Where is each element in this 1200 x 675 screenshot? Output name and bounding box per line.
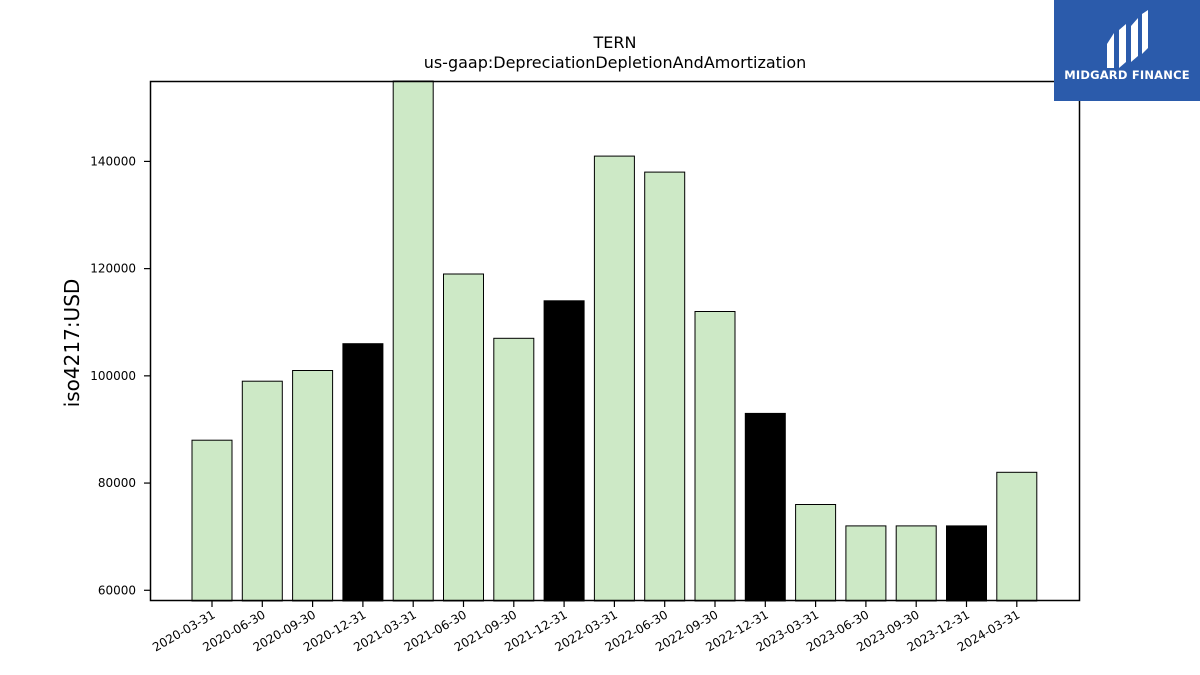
logo-mark-icon	[1107, 10, 1148, 68]
bar-2023-12-31	[946, 525, 987, 602]
bar-2021-09-30	[493, 337, 535, 602]
y-tick-label: 80000	[98, 476, 136, 490]
logo-text: MIDGARD FINANCE	[1064, 68, 1190, 82]
y-tick-label: 100000	[90, 369, 136, 383]
y-axis-label: iso4217:USD	[60, 279, 84, 408]
bar-2024-03-31	[996, 471, 1038, 602]
bar-2020-12-31	[342, 343, 384, 602]
bar-2021-06-30	[443, 273, 484, 602]
y-tick-label: 140000	[90, 154, 136, 168]
bars-group	[191, 80, 1038, 602]
bar-2022-06-30	[644, 171, 686, 602]
bar-2020-03-31	[191, 439, 233, 602]
chart-title: TERN	[593, 33, 637, 52]
bar-2021-12-31	[543, 300, 585, 602]
bar-2020-06-30	[241, 380, 283, 602]
x-axis: 2020-03-312020-06-302020-09-302020-12-31…	[150, 601, 1022, 654]
y-tick-label: 60000	[98, 583, 136, 597]
bar-2023-06-30	[845, 525, 887, 602]
bar-2022-09-30	[694, 311, 736, 602]
bar-2022-03-31	[593, 155, 635, 602]
bar-2023-09-30	[895, 525, 937, 602]
bar-2022-12-31	[744, 412, 786, 602]
plot-frame	[149, 80, 1081, 602]
bar-2021-03-31	[392, 80, 434, 602]
bar-2020-09-30	[292, 370, 334, 602]
bar-2023-03-31	[795, 504, 837, 602]
y-axis: 60000 80000 100000 120000 140000	[90, 154, 150, 597]
midgard-finance-logo: MIDGARD FINANCE	[1054, 0, 1200, 101]
chart-subtitle: us-gaap:DepreciationDepletionAndAmortiza…	[424, 53, 807, 72]
y-tick-label: 120000	[90, 262, 136, 276]
